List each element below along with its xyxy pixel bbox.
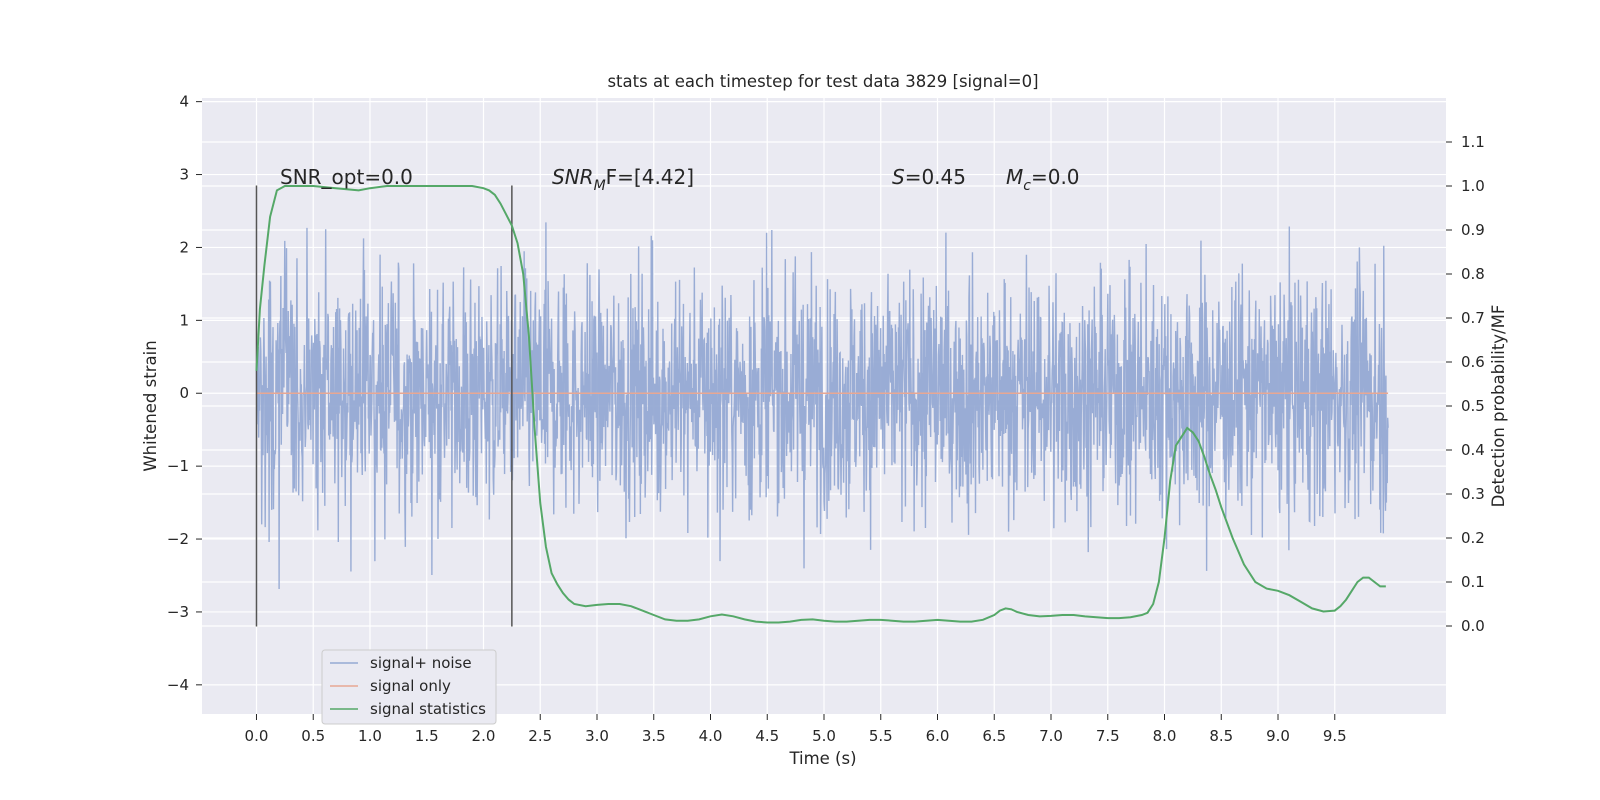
signal-statistics-line [255,185,1386,624]
x-tick-label: 6.0 [926,727,950,745]
signal-plus-noise-line [255,222,1389,589]
y-tick-label: 3 [179,166,189,184]
snr-mf-sub: M [594,178,606,194]
y-axis-label: Whitened strain [141,340,160,471]
x-tick-label: 9.5 [1323,727,1347,745]
y-tick-label: −3 [167,603,189,621]
y2-tick-label: 0.6 [1461,353,1485,371]
x-tick-label: 4.0 [699,727,723,745]
legend-label-signal-noise: signal+ noise [370,654,472,672]
y2-tick-label: 0.3 [1461,485,1485,503]
y2-tick-label: 1.0 [1461,177,1485,195]
x-tick-label: 8.0 [1153,727,1177,745]
y-tick-label: −1 [167,457,189,475]
x-tick-label: 1.0 [358,727,382,745]
signal-statistics-series [255,185,1386,624]
s-main: S [892,165,905,189]
y2-tick-label: 0.1 [1461,573,1485,591]
y2-tick-label: 0.7 [1461,309,1485,327]
x-tick-label: 2.0 [472,727,496,745]
legend-label-signal-statistics: signal statistics [370,700,486,718]
y2-tick-label: 0.4 [1461,441,1485,459]
s-annotation: S=0.45 [892,165,966,189]
snr-mf-annotation: SNRMF=[4.42] [552,165,694,194]
y-tick-label: 2 [179,238,189,256]
mc-sub: c [1023,178,1031,194]
y-tick-label: 4 [179,93,189,111]
x-tick-label: 7.5 [1096,727,1120,745]
y2-tick-label: 1.1 [1461,133,1485,151]
snr-opt-annotation: SNR_opt=0.0 [280,165,413,189]
s-rest: =0.45 [905,165,966,189]
mc-main: M [1006,165,1023,189]
signal-plus-noise-series [255,222,1389,589]
y2-tick-label: 0.0 [1461,617,1485,635]
y2-tick-label: 0.5 [1461,397,1485,415]
legend-box [321,649,497,725]
vertical-marker-lines [255,185,513,627]
y-axis-right-label: Detection probability/MF [1489,305,1508,508]
mc-annotation: Mc=0.0 [1006,165,1080,194]
y-tick-label: 0 [179,384,189,402]
x-axis-ticks: 0.0 0.5 1.0 1.5 2.0 2.5 3.0 3.5 4.0 4.5 5.0 5.5 6.0 6… [245,714,1347,745]
x-tick-label: 3.5 [642,727,666,745]
chart-title: stats at each timestep for test data 382… [607,72,1038,91]
y-axis-right-ticks: 0.0 0.1 0.2 0.3 0.4 0.5 0.6 0.7 0.8 0.9 1.0 1.1 [1446,133,1485,635]
legend: signal+ noise signal only signal statist… [321,649,497,725]
x-tick-label: 3.0 [585,727,609,745]
x-tick-label: 9.0 [1266,727,1290,745]
y2-tick-label: 0.2 [1461,529,1485,547]
x-tick-label: 1.5 [415,727,439,745]
y-tick-label: 1 [179,311,189,329]
x-axis-label: Time (s) [788,749,856,768]
x-tick-label: 7.0 [1039,727,1063,745]
x-tick-label: 5.5 [869,727,893,745]
y-tick-label: −4 [167,676,189,694]
snr-mf-rest: F=[4.42] [606,165,694,189]
x-tick-label: 2.5 [528,727,552,745]
mc-rest: =0.0 [1031,165,1080,189]
y-axis-left-ticks: −4 −3 −2 −1 0 1 2 3 4 [167,93,202,694]
y-tick-label: −2 [167,530,189,548]
snr-mf-main: SNR [552,165,594,189]
x-tick-label: 4.5 [755,727,779,745]
x-tick-label: 0.0 [245,727,269,745]
y2-tick-label: 0.9 [1461,221,1485,239]
x-tick-label: 8.5 [1209,727,1233,745]
y2-tick-label: 0.8 [1461,265,1485,283]
x-tick-label: 0.5 [301,727,325,745]
x-tick-label: 5.0 [812,727,836,745]
legend-label-signal-only: signal only [370,677,451,695]
x-tick-label: 6.5 [982,727,1006,745]
